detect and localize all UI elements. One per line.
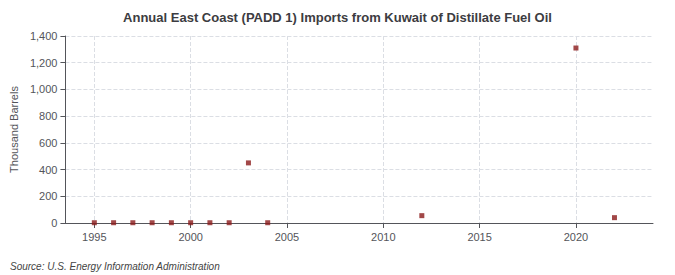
svg-text:Source: U.S. Energy Informatio: Source: U.S. Energy Information Administ… — [10, 261, 220, 272]
svg-text:600: 600 — [39, 137, 57, 149]
svg-text:2020: 2020 — [564, 231, 588, 243]
svg-text:0: 0 — [51, 217, 57, 229]
svg-text:2000: 2000 — [178, 231, 202, 243]
svg-text:1,400: 1,400 — [30, 30, 58, 42]
svg-text:1,200: 1,200 — [30, 57, 58, 69]
svg-text:Thousand Barrels: Thousand Barrels — [8, 86, 20, 173]
svg-text:200: 200 — [39, 190, 57, 202]
svg-text:1995: 1995 — [82, 231, 106, 243]
svg-text:Annual East Coast (PADD 1) Imp: Annual East Coast (PADD 1) Imports from … — [123, 10, 552, 25]
svg-text:400: 400 — [39, 164, 57, 176]
svg-text:2005: 2005 — [275, 231, 299, 243]
svg-text:1,000: 1,000 — [30, 83, 58, 95]
svg-text:2010: 2010 — [371, 231, 395, 243]
svg-text:800: 800 — [39, 110, 57, 122]
svg-text:2015: 2015 — [467, 231, 491, 243]
